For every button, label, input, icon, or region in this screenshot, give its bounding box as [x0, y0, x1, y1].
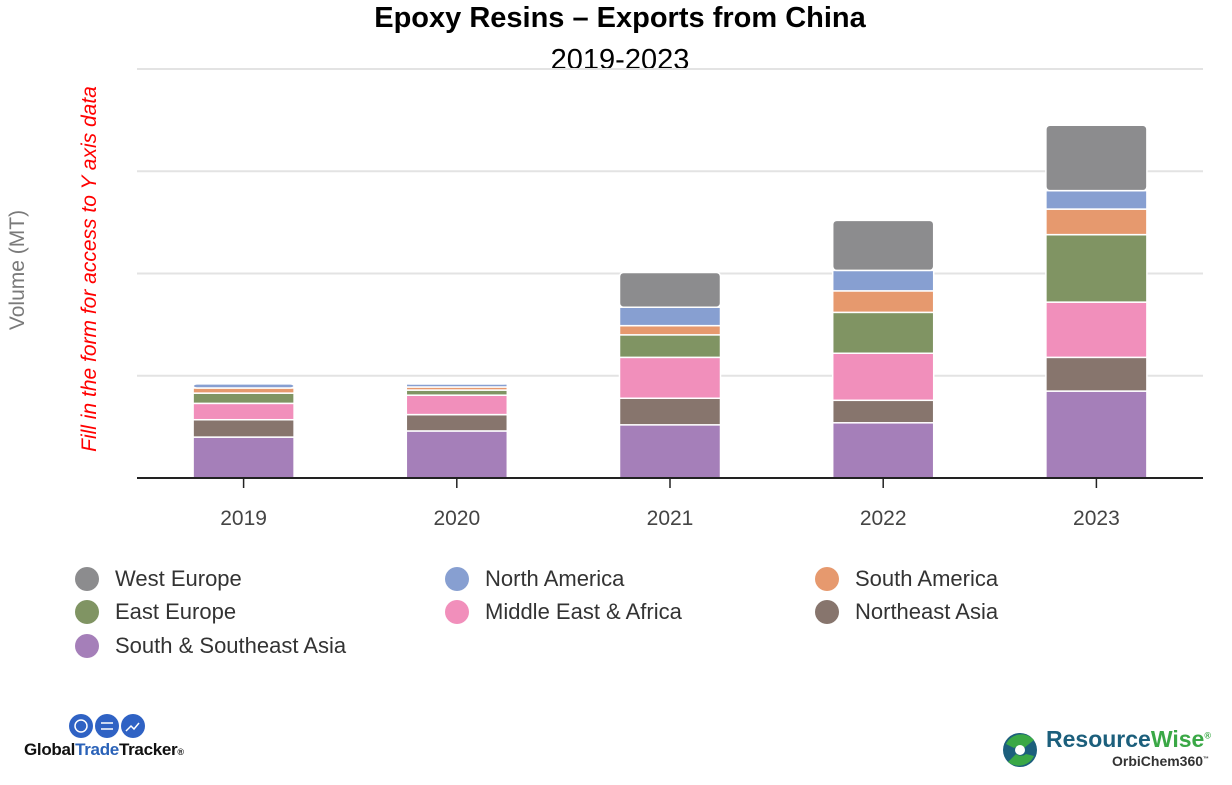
legend-label: Middle East & Africa [485, 599, 682, 624]
legend-item[interactable]: East Europe [75, 599, 236, 625]
bar-segment [618, 334, 722, 359]
globe-icons [69, 714, 145, 738]
bar-segment [831, 399, 935, 424]
bar-segment [192, 387, 295, 394]
bar-segment [1045, 124, 1148, 192]
bar-segment [192, 418, 295, 438]
bar-segment [618, 324, 722, 336]
legend-label: East Europe [115, 599, 237, 624]
x-tick-label: 2023 [1073, 507, 1120, 530]
global-trade-tracker-logo: GlobalTradeTracker® [24, 712, 184, 760]
bar-segment [831, 311, 935, 355]
legend-label: Northeast Asia [855, 599, 999, 624]
x-tick-label: 2020 [433, 507, 480, 530]
bar-segment [405, 430, 509, 479]
legend-marker [815, 567, 839, 591]
bar-segment [831, 422, 935, 479]
bar-segment [831, 269, 935, 292]
chart-subtitle: 2019-2023 [550, 44, 690, 76]
bar-segment [1045, 233, 1148, 303]
bar-segment [192, 436, 295, 479]
legend-marker [75, 600, 99, 624]
legend-marker [815, 600, 839, 624]
x-tick-label: 2022 [860, 507, 907, 530]
bar-segment [405, 394, 509, 416]
bar-segment [831, 352, 935, 402]
bar-segment [1045, 208, 1148, 236]
resourcewise-mark-icon [1003, 733, 1037, 767]
legend-item[interactable]: Northeast Asia [815, 599, 998, 625]
bar-segment [618, 424, 722, 479]
bar-segment [831, 290, 935, 314]
bar-segment [618, 271, 722, 308]
legend-item[interactable]: North America [445, 566, 624, 592]
legend-marker [75, 634, 99, 658]
legend-item[interactable]: Middle East & Africa [445, 599, 682, 625]
bar-segment [618, 397, 722, 426]
bar-segment [192, 383, 295, 389]
bar-segment [1045, 301, 1148, 359]
bar-segment [405, 413, 509, 432]
chart-plot: 2019 2020 2021 2022 2023 [137, 68, 1203, 530]
legend-label: West Europe [115, 566, 242, 591]
legend-item[interactable]: South America [815, 566, 998, 592]
bar-segment [1045, 356, 1148, 392]
bar-segment [1045, 390, 1148, 479]
bar-segment [1045, 189, 1148, 210]
bar-segment [618, 306, 722, 327]
x-tick-label: 2019 [220, 507, 267, 530]
legend-marker [75, 567, 99, 591]
bar-segment [405, 382, 509, 385]
legend-item[interactable]: South & Southeast Asia [75, 633, 346, 659]
bar-segment [192, 402, 295, 421]
legend-marker [445, 567, 469, 591]
legend-item[interactable]: West Europe [75, 566, 242, 592]
x-tick-label: 2021 [647, 507, 694, 530]
bar-segment [192, 392, 295, 405]
bar-segment [831, 219, 935, 272]
legend-label: North America [485, 566, 625, 591]
bar-segment [618, 356, 722, 399]
legend-label: South & Southeast Asia [115, 633, 347, 658]
chart-title: Epoxy Resins – Exports from China [374, 2, 866, 34]
legend-marker [445, 600, 469, 624]
legend-label: South America [855, 566, 999, 591]
bar-segment [405, 389, 509, 396]
